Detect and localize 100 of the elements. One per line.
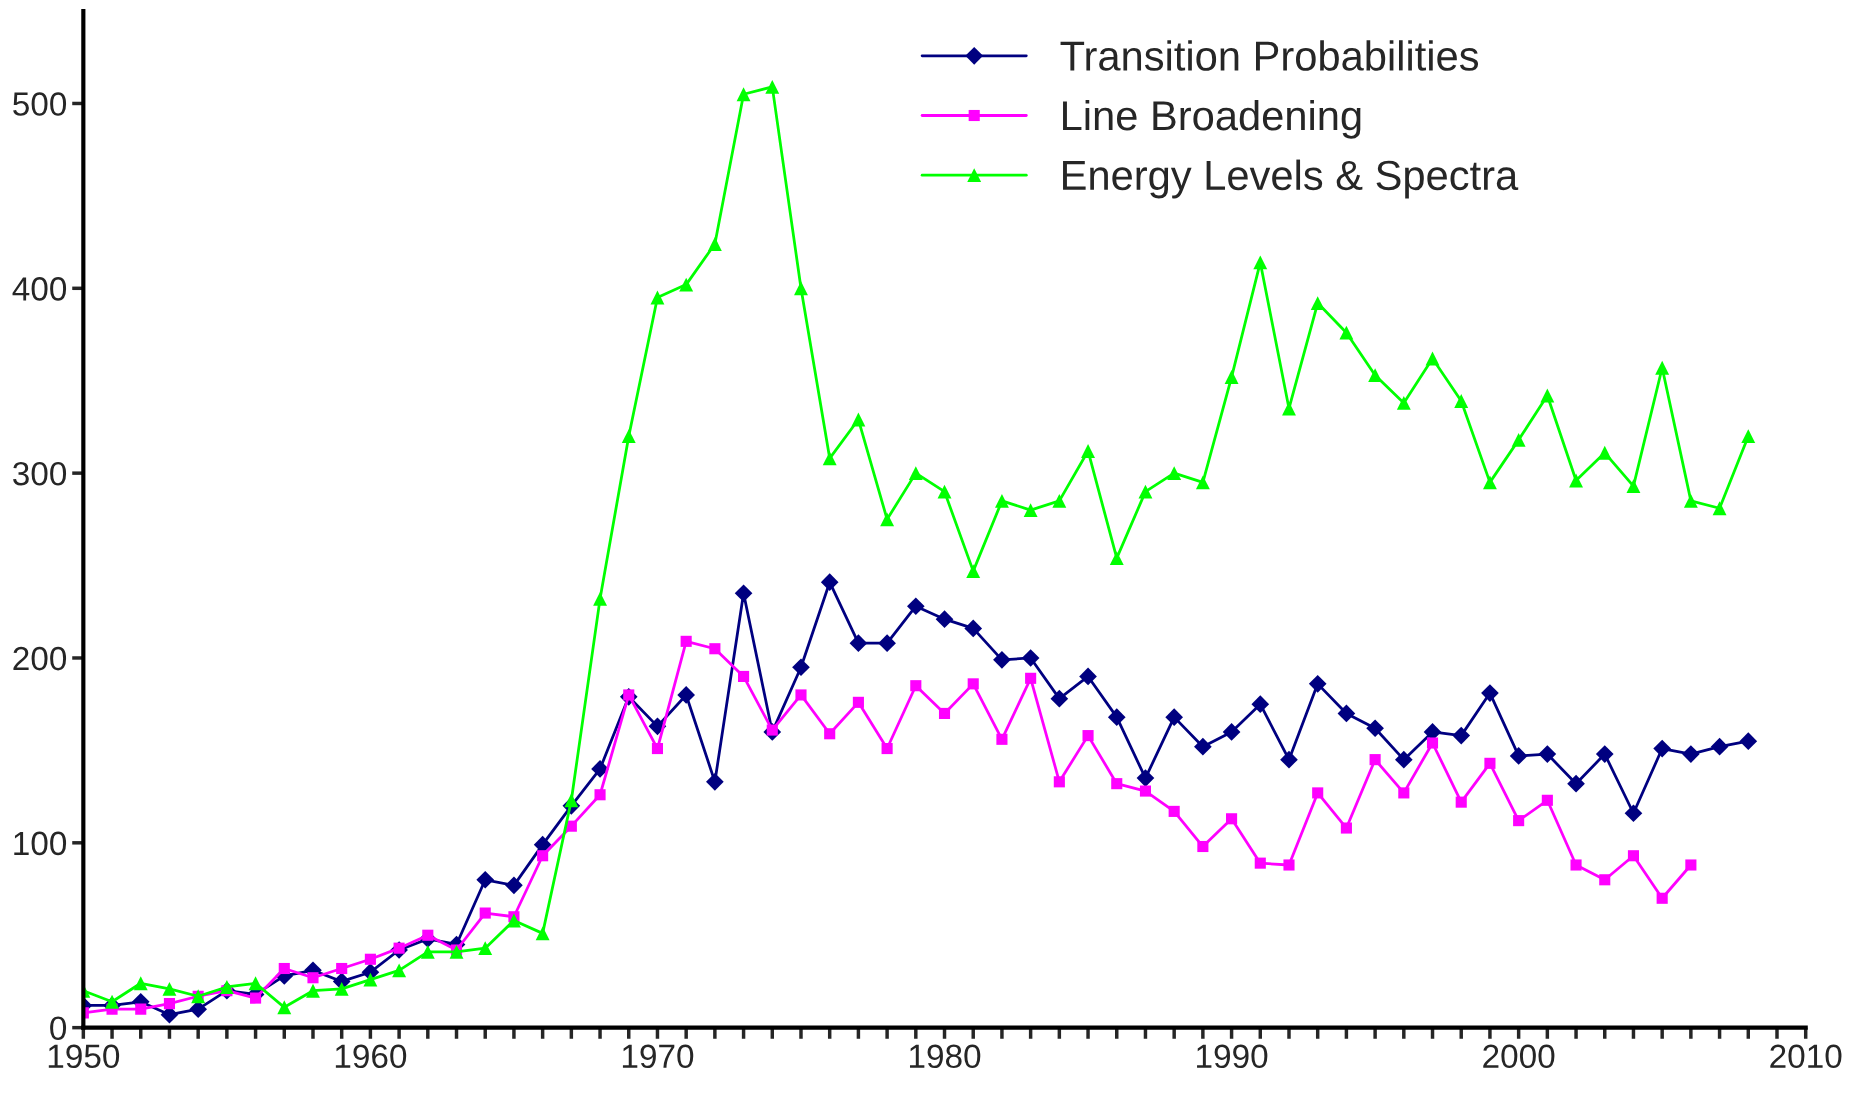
point [1511, 432, 1526, 447]
point [1656, 892, 1668, 904]
point [993, 650, 1011, 669]
point [105, 994, 119, 1009]
point [594, 789, 606, 801]
point [1484, 757, 1496, 769]
point [1081, 444, 1095, 458]
point [650, 290, 665, 305]
point [476, 870, 495, 889]
point [852, 696, 864, 708]
x-tick-label: 1960 [335, 1044, 407, 1069]
x-tick-label: 2010 [1770, 1044, 1842, 1069]
point [680, 635, 692, 647]
point [1599, 874, 1611, 886]
point [1394, 750, 1413, 769]
point [1165, 708, 1184, 726]
point [1283, 859, 1295, 871]
y-tick-label: 200 [13, 646, 67, 671]
point [651, 742, 664, 755]
point [163, 998, 176, 1010]
point [1339, 325, 1354, 340]
point [248, 976, 263, 991]
point [537, 850, 549, 862]
point [1452, 726, 1471, 745]
point [1310, 296, 1325, 311]
point [420, 944, 435, 959]
point [935, 610, 954, 628]
point [1398, 787, 1410, 799]
point [133, 976, 148, 991]
y-tick-label: 0 [50, 1016, 67, 1041]
point [1282, 401, 1296, 416]
point [277, 1000, 292, 1015]
point [794, 281, 808, 296]
y-tick-label: 400 [12, 277, 67, 301]
point [1195, 475, 1210, 490]
x-tick-label: 1950 [48, 1044, 120, 1069]
point [162, 981, 177, 996]
point [1222, 723, 1241, 741]
point [1597, 445, 1612, 460]
point [878, 634, 896, 653]
point [1481, 684, 1499, 702]
point [1396, 395, 1411, 410]
point [505, 876, 523, 895]
x-tick-label: 2000 [1483, 1044, 1555, 1069]
point [1053, 776, 1065, 788]
point [1107, 708, 1126, 726]
point [593, 591, 607, 606]
point [1224, 370, 1239, 384]
point [363, 972, 378, 987]
point [1741, 429, 1756, 444]
point [1082, 730, 1094, 742]
point [564, 793, 579, 808]
point [677, 686, 696, 704]
point [910, 680, 922, 692]
point [422, 929, 434, 941]
point [306, 983, 320, 998]
point [535, 926, 550, 941]
point [1139, 785, 1152, 797]
point [679, 277, 694, 292]
point [1052, 493, 1067, 508]
point [994, 493, 1009, 508]
point [1197, 840, 1209, 853]
point [1513, 815, 1525, 827]
point [881, 742, 893, 755]
point [621, 429, 636, 444]
point [1509, 747, 1528, 765]
point [1023, 503, 1038, 518]
point [591, 760, 609, 778]
point [1253, 255, 1268, 270]
point [1194, 737, 1212, 756]
point [1368, 368, 1383, 383]
point [820, 573, 839, 592]
point [707, 237, 722, 251]
point [1482, 475, 1497, 490]
point [334, 981, 349, 996]
point [966, 564, 981, 579]
y-tick-label: 100 [14, 831, 67, 856]
point [1254, 857, 1266, 869]
point [1626, 479, 1641, 494]
y-tick-label: 500 [13, 92, 67, 116]
point [1595, 745, 1614, 763]
point [364, 953, 376, 965]
point [1025, 672, 1037, 684]
point [1454, 394, 1469, 408]
point [795, 689, 807, 701]
point [135, 1003, 147, 1015]
legend-label: Transition Probabilities [1060, 40, 1479, 71]
point [1138, 484, 1153, 499]
point [478, 941, 493, 956]
point [851, 412, 866, 427]
point [1685, 859, 1697, 871]
point [1455, 796, 1467, 808]
point [1226, 813, 1238, 825]
point [479, 907, 491, 919]
point [1627, 850, 1640, 862]
point [765, 79, 780, 94]
point [219, 980, 234, 994]
x-tick-label: 1980 [909, 1044, 981, 1069]
point [307, 972, 319, 984]
point [1369, 754, 1381, 766]
